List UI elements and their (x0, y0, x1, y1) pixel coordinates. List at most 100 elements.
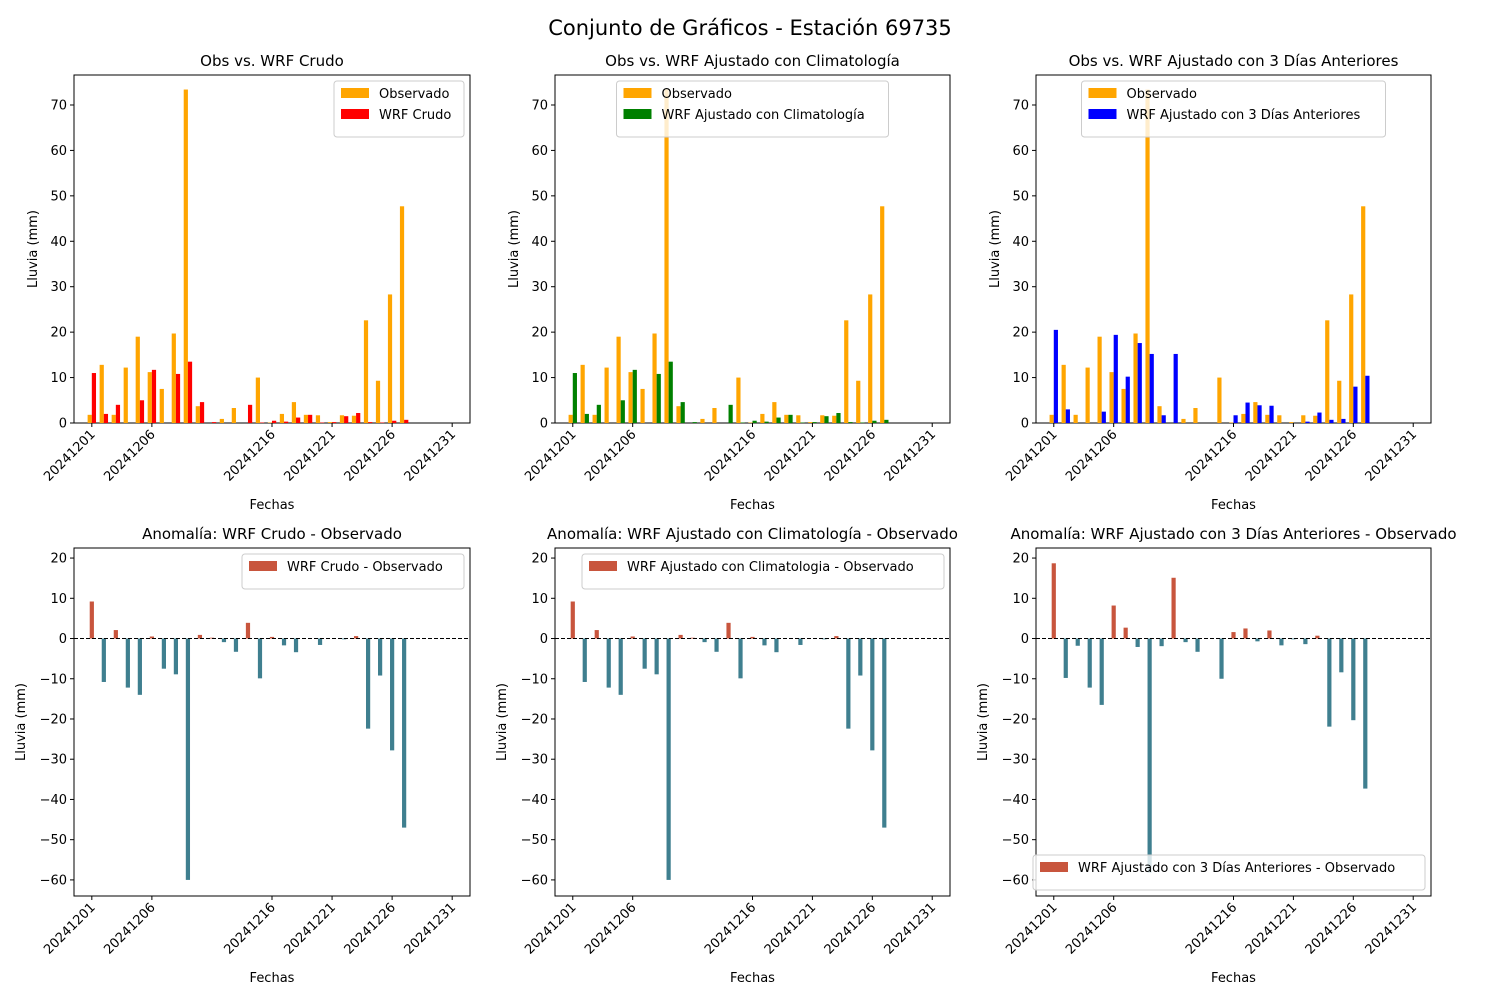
bar-observado (712, 408, 717, 423)
bar-observado (1289, 422, 1294, 423)
x-tick-label: 20241216 (702, 427, 759, 484)
subplot-2: Obs vs. WRF Ajustado con Climatología 0 10… (507, 52, 951, 513)
bar-wrf (175, 373, 181, 423)
bar-negative-anomaly (1351, 638, 1356, 721)
y-axis-label: Lluvia (mm) (507, 210, 522, 288)
bar-negative-anomaly (1147, 638, 1152, 873)
bar-observado (183, 89, 188, 424)
bar-observado (856, 380, 861, 423)
bar-observado (616, 336, 621, 423)
bar-wrf (788, 414, 793, 423)
x-tick-label: 20241221 (281, 900, 338, 957)
x-tick-label: 20241206 (582, 900, 639, 957)
x-tick-label: 20241226 (822, 427, 879, 484)
x-axis-label: Fechas (730, 498, 775, 513)
y-tick-label: 0 (1021, 632, 1029, 647)
bar-observado (760, 413, 765, 423)
y-tick-label: 0 (59, 417, 67, 432)
bar-observado (87, 414, 92, 423)
x-tick-label: 20241216 (221, 900, 278, 957)
bar-observado (1361, 206, 1366, 423)
bar-wrf (692, 422, 697, 423)
bar-wrf (91, 373, 97, 423)
bar-observado (700, 418, 705, 423)
bar-negative-anomaly (846, 638, 851, 729)
bar-positive-anomaly (630, 636, 635, 639)
bar-positive-anomaly (209, 637, 215, 639)
bar-wrf (1341, 418, 1346, 423)
x-axis-label: Fechas (1211, 498, 1256, 513)
x-tick-label: 20241201 (41, 900, 98, 957)
x-tick-label: 20241206 (582, 427, 639, 484)
bar-negative-anomaly (1159, 638, 1164, 647)
y-tick-label: −40 (1002, 793, 1029, 808)
bar-observado (1061, 364, 1066, 423)
bar-wrf (632, 369, 637, 423)
bar-negative-anomaly (1255, 638, 1260, 642)
x-axis-label: Fechas (250, 498, 295, 513)
bar-negative-anomaly (281, 638, 287, 646)
x-tick-label: 20241206 (1063, 900, 1120, 957)
bar-negative-anomaly (317, 638, 323, 645)
y-tick-label: −30 (1002, 753, 1029, 768)
bar-negative-anomaly (1327, 638, 1332, 727)
bar-wrf (392, 420, 397, 423)
bar-wrf (296, 417, 301, 423)
bar-wrf (1245, 402, 1250, 423)
bar-negative-anomaly (378, 638, 383, 676)
bar-positive-anomaly (1123, 627, 1128, 639)
bar-wrf (1149, 353, 1154, 423)
bar-wrf (284, 421, 289, 423)
x-tick-label: 20241231 (882, 900, 939, 957)
bar-wrf (668, 361, 673, 423)
bar-negative-anomaly (798, 638, 803, 645)
bar-wrf (872, 420, 877, 423)
bar-positive-anomaly (594, 630, 599, 639)
bar-negative-anomaly (1291, 638, 1296, 640)
bar-wrf (187, 361, 193, 423)
y-tick-label: −30 (521, 753, 548, 768)
bar-observado (387, 294, 393, 423)
bar-observado (676, 406, 681, 423)
bar-wrf (596, 404, 601, 423)
x-tick-label: 20241226 (822, 900, 879, 957)
bar-positive-anomaly (834, 636, 839, 639)
bar-observado (832, 415, 837, 423)
bar-observado (279, 413, 285, 423)
bar-observado (1097, 336, 1102, 423)
bar-observado (604, 367, 609, 423)
x-tick-label: 20241201 (41, 427, 98, 484)
bar-observado (135, 336, 140, 423)
bar-wrf (728, 404, 733, 423)
bar-negative-anomaly (1195, 638, 1200, 652)
y-tick-label: 40 (1012, 235, 1029, 250)
bar-observado (1349, 294, 1354, 423)
y-tick-label: −10 (1002, 672, 1029, 687)
y-tick-label: 20 (1012, 326, 1029, 341)
bar-positive-anomaly (89, 601, 94, 639)
y-tick-label: 50 (531, 189, 548, 204)
x-tick-label: 20241201 (1003, 427, 1060, 484)
bar-wrf (1101, 411, 1106, 423)
bar-negative-anomaly (702, 638, 707, 643)
bar-positive-anomaly (570, 601, 575, 639)
legend-label: Observado (379, 87, 450, 102)
legend-box (581, 553, 945, 590)
bar-observado (1049, 414, 1054, 423)
bar-observado (808, 422, 813, 423)
bar-observado (231, 408, 236, 423)
bar-observado (351, 415, 357, 423)
subplot-3: Obs vs. WRF Ajustado con 3 Días Anterior… (988, 52, 1432, 513)
bar-positive-anomaly (1051, 563, 1056, 639)
bar-wrf (884, 419, 889, 423)
bar-observado (1121, 388, 1126, 423)
bar-observado (1133, 333, 1138, 423)
bar-observado (363, 320, 369, 423)
bar-observado (303, 414, 309, 423)
x-axis-label: Fechas (250, 971, 295, 986)
bar-wrf (824, 416, 829, 423)
y-axis-label: Lluvia (mm) (26, 210, 41, 288)
y-tick-label: −20 (1002, 712, 1029, 727)
bar-wrf (1137, 343, 1142, 423)
bar-negative-anomaly (1183, 638, 1188, 643)
